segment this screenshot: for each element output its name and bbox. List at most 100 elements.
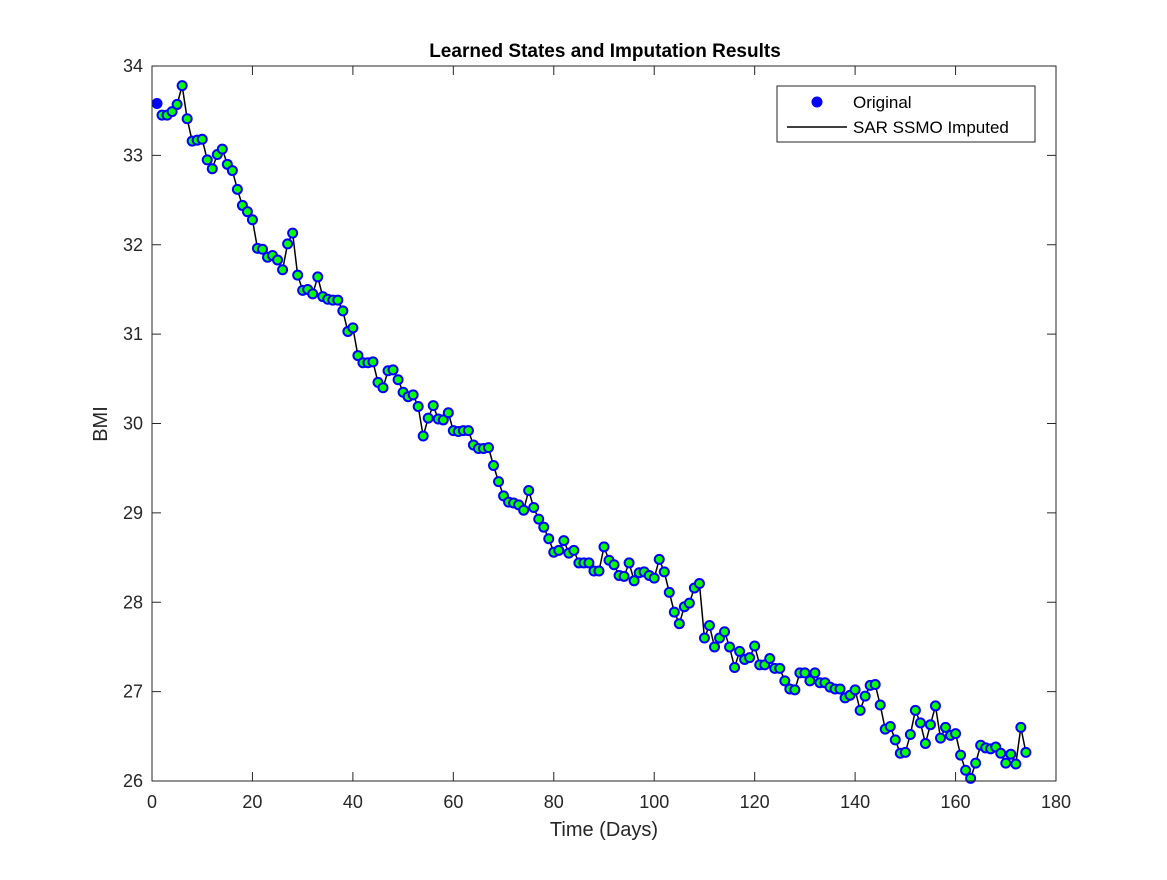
imputed-point	[272, 254, 284, 266]
imputed-point	[558, 535, 570, 547]
imputed-point	[347, 322, 359, 334]
imputed-point	[889, 734, 901, 746]
imputed-point	[995, 747, 1007, 759]
imputed-point	[352, 350, 364, 362]
imputed-point	[312, 271, 324, 283]
imputed-point	[256, 243, 268, 255]
imputed-point	[668, 606, 680, 618]
imputed-point	[703, 619, 715, 631]
imputed-point	[673, 618, 685, 630]
imputed-point	[729, 661, 741, 673]
imputed-point	[598, 541, 610, 553]
imputed-point	[593, 565, 605, 577]
y-axis-title: BMI	[90, 406, 112, 442]
imputed-point	[884, 720, 896, 732]
imputed-point	[970, 757, 982, 769]
imputed-point	[377, 382, 389, 394]
imputed-point	[216, 143, 228, 155]
imputed-point	[407, 389, 419, 401]
imputed-point	[874, 699, 886, 711]
imputed-point	[648, 572, 660, 584]
imputed-point	[493, 476, 505, 488]
imputed-point	[488, 460, 500, 472]
imputed-point	[799, 667, 811, 679]
imputed-point	[417, 430, 429, 442]
imputed-point	[859, 690, 871, 702]
imputed-point	[653, 553, 665, 565]
imputed-point	[568, 544, 580, 556]
x-tick-label: 160	[941, 792, 971, 812]
imputed-point	[176, 80, 188, 92]
x-tick-label: 80	[544, 792, 564, 812]
legend-imputed-label: SAR SSMO Imputed	[853, 118, 1009, 137]
legend: Original SAR SSMO Imputed	[776, 85, 1036, 143]
imputed-point	[623, 557, 635, 569]
imputed-point	[337, 305, 349, 317]
imputed-point	[698, 632, 710, 644]
x-tick-label: 20	[242, 792, 262, 812]
x-tick-label: 100	[639, 792, 669, 812]
imputed-point	[724, 641, 736, 653]
y-tick-label: 32	[123, 235, 143, 255]
imputed-point	[226, 165, 238, 177]
imputed-point	[307, 288, 319, 300]
y-tick-label: 26	[123, 771, 143, 791]
imputed-point	[282, 238, 294, 250]
imputed-point	[287, 227, 299, 239]
imputed-series-line	[162, 85, 1027, 781]
imputed-point	[392, 374, 404, 386]
imputed-point	[518, 504, 530, 516]
imputed-point	[1005, 748, 1017, 760]
plot-frame	[151, 65, 1057, 782]
ticks-layer: 0 20 40 60 80 100 120 140 160 180 26 27 28 29 30 31 32 33…	[123, 56, 1071, 812]
imputed-point	[1015, 721, 1027, 733]
imputed-point	[774, 662, 786, 674]
imputed-point	[929, 700, 941, 712]
imputed-point	[789, 684, 801, 696]
imputed-point	[834, 683, 846, 695]
imputed-point	[166, 106, 178, 118]
imputed-point	[206, 163, 218, 175]
imputed-point	[387, 364, 399, 376]
imputed-point	[749, 640, 761, 652]
imputed-point	[869, 678, 881, 690]
imputed-point	[332, 294, 344, 306]
imputed-point	[618, 570, 630, 582]
imputed-point	[241, 206, 253, 218]
imputed-point	[543, 533, 555, 545]
x-tick-label: 120	[740, 792, 770, 812]
y-tick-label: 34	[123, 56, 143, 76]
legend-box	[776, 85, 1036, 143]
imputed-point	[1020, 746, 1032, 758]
imputed-point	[914, 717, 926, 729]
imputed-point	[960, 764, 972, 776]
imputed-point	[658, 566, 670, 578]
imputed-point	[1000, 757, 1012, 769]
imputed-point	[181, 113, 193, 125]
imputed-point	[804, 675, 816, 687]
imputed-point	[628, 575, 640, 587]
chart-title: Learned States and Imputation Results	[429, 41, 781, 62]
x-tick-label: 180	[1041, 792, 1071, 812]
x-tick-label: 40	[343, 792, 363, 812]
imputed-point	[950, 728, 962, 740]
imputed-point	[171, 98, 183, 110]
imputed-point	[367, 356, 379, 368]
x-tick-label: 60	[443, 792, 463, 812]
imputed-point	[909, 704, 921, 716]
imputed-point	[422, 412, 434, 424]
imputed-point	[292, 269, 304, 281]
y-tick-label: 28	[123, 592, 143, 612]
legend-original-marker	[811, 96, 823, 108]
x-tick-label: 140	[840, 792, 870, 812]
imputed-point	[934, 732, 946, 744]
imputed-point	[482, 442, 494, 454]
imputed-point	[663, 586, 675, 598]
imputed-point	[246, 214, 258, 226]
imputed-point	[1010, 758, 1022, 770]
imputed-point	[809, 667, 821, 679]
y-tick-label: 30	[123, 414, 143, 434]
imputed-point	[201, 154, 213, 166]
